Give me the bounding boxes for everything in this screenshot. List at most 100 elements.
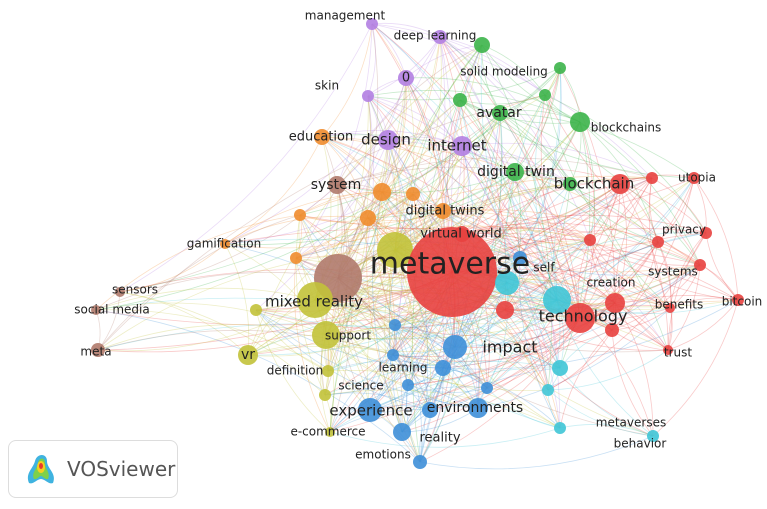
edge [559,367,654,437]
edge [224,228,739,301]
edge [367,23,376,97]
node [492,105,508,121]
edge [367,95,669,351]
nodes: management deep learning solid modeling ski… [74,9,762,469]
edge [97,94,546,351]
edge [366,249,396,411]
edge [367,95,561,369]
node [563,177,577,191]
edge [224,136,323,245]
node [542,384,554,396]
edge [337,99,461,279]
edge [337,177,653,279]
edge [651,177,707,234]
edge [579,121,659,243]
edge [579,183,621,319]
node-label: experience [329,402,412,420]
edge [506,281,616,304]
edge [499,112,558,301]
edge [459,99,571,185]
node-label: environments [427,400,523,416]
logo[interactable]: VOSviewer [8,440,178,498]
edge [461,233,616,304]
node [325,427,335,437]
edge [442,264,701,369]
edge [519,257,561,429]
node [513,251,527,265]
node [402,379,414,391]
edge [611,264,701,331]
node-label: impact [482,338,537,357]
node [362,90,374,102]
edge [459,99,695,179]
node-label: blockchains [591,121,662,135]
edge [556,264,701,301]
edge [325,44,483,336]
edge [367,95,398,251]
edge [367,217,395,356]
edge [579,121,596,319]
edge [337,277,669,353]
edge [324,389,561,429]
edge [327,95,374,372]
edge [95,309,421,463]
edge [295,175,653,259]
node-label: skin [315,79,339,93]
edge [336,166,571,186]
node-label: digital twin [477,164,555,180]
node [294,209,306,221]
edge [406,384,421,463]
edge [325,299,558,340]
edge [255,309,479,409]
edge [325,210,444,336]
node-label: avatar [476,105,522,121]
edge [648,177,671,309]
edge [407,384,488,393]
edge [486,183,571,389]
edge [299,214,456,348]
edge [321,136,591,241]
edge [556,177,695,301]
edge [394,36,442,251]
node [435,203,451,219]
node [552,360,568,376]
node-label: metaverse [370,247,530,282]
node [474,37,490,53]
edge [336,171,516,194]
edge [327,370,561,429]
edge [392,299,558,356]
edge [394,77,415,251]
edge [652,299,739,437]
edge [442,177,695,369]
edge [669,297,739,309]
node [413,455,427,469]
edge [657,241,673,351]
node [322,365,334,377]
edge [499,112,581,319]
edge [429,282,508,411]
edge [544,94,707,234]
node [543,286,571,314]
edge [384,249,403,433]
edge [336,44,483,186]
edge [247,345,444,369]
edge [649,177,659,243]
node [452,136,472,156]
edge [394,249,479,409]
edge [381,77,408,193]
edge [97,214,301,351]
node [220,239,230,249]
edge [589,239,739,301]
node [554,422,566,434]
node [694,259,706,271]
edge [439,36,546,96]
edge [579,177,653,319]
edge [499,112,701,266]
edge [442,367,561,429]
edge [381,112,501,193]
node-label: science [338,379,383,393]
edge [559,121,591,369]
node [319,389,331,401]
node-label: blockchain [554,175,634,193]
